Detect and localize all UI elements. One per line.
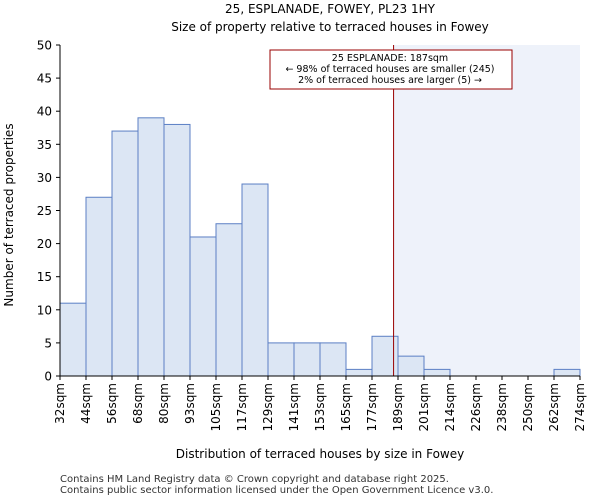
chart-title: 25, ESPLANADE, FOWEY, PL23 1HY <box>225 2 436 16</box>
x-tick-label: 44sqm <box>79 383 93 424</box>
x-tick-label: 165sqm <box>339 383 353 431</box>
histogram-bar <box>215 223 243 377</box>
y-tick-label: 10 <box>37 303 52 317</box>
x-tick-label: 274sqm <box>573 383 587 431</box>
annotation-line-2: ← 98% of terraced houses are smaller (24… <box>285 64 494 75</box>
x-tick-label: 80sqm <box>157 383 171 424</box>
x-tick-label: 250sqm <box>521 383 535 431</box>
histogram-bar <box>371 335 399 377</box>
x-axis-label: Distribution of terraced houses by size … <box>176 447 464 461</box>
y-tick-label: 45 <box>37 72 52 86</box>
larger-region-shading <box>393 45 580 376</box>
y-tick-label: 35 <box>37 138 52 152</box>
y-tick-label: 5 <box>44 336 52 350</box>
histogram-bar <box>189 236 217 377</box>
y-tick-label: 20 <box>37 237 52 251</box>
x-tick-label: 93sqm <box>183 383 197 424</box>
x-tick-label: 201sqm <box>417 383 431 431</box>
annotation-box: 25 ESPLANADE: 187sqm ← 98% of terraced h… <box>269 49 513 90</box>
y-axis-label: Number of terraced properties <box>2 123 16 306</box>
x-tick-label: 214sqm <box>443 383 457 431</box>
histogram-bar <box>163 123 191 377</box>
x-tick-label: 177sqm <box>365 383 379 431</box>
y-tick-label: 25 <box>37 204 52 218</box>
x-tick-label: 32sqm <box>53 383 67 424</box>
histogram-bar <box>85 196 113 377</box>
x-tick-label: 68sqm <box>131 383 145 424</box>
x-tick-label: 226sqm <box>469 383 483 431</box>
histogram-bar <box>293 342 321 377</box>
histogram-bar <box>423 368 451 377</box>
x-tick-label: 238sqm <box>495 383 509 431</box>
y-tick-label: 15 <box>37 270 52 284</box>
x-tick-label: 153sqm <box>313 383 327 431</box>
footer-copyright: Contains HM Land Registry data © Crown c… <box>60 474 449 485</box>
histogram-bar <box>345 368 373 377</box>
histogram-bar <box>397 355 425 377</box>
histogram-bar <box>137 117 165 377</box>
histogram-bar <box>59 302 87 377</box>
footer-licence: Contains public sector information licen… <box>60 485 494 496</box>
annotation-line-3: 2% of terraced houses are larger (5) → <box>298 75 482 86</box>
histogram-bar <box>111 130 139 377</box>
x-tick-label: 262sqm <box>547 383 561 431</box>
x-tick-label: 117sqm <box>235 383 249 431</box>
x-tick-label: 141sqm <box>287 383 301 431</box>
histogram-bar <box>267 342 295 377</box>
y-tick-label: 50 <box>37 39 52 53</box>
y-tick-label: 30 <box>37 171 52 185</box>
x-tick-label: 189sqm <box>391 383 405 431</box>
annotation-line-1: 25 ESPLANADE: 187sqm <box>332 53 448 64</box>
x-tick-label: 129sqm <box>261 383 275 431</box>
chart-subtitle: Size of property relative to terraced ho… <box>171 20 489 34</box>
y-tick-label: 40 <box>37 105 52 119</box>
histogram-bar <box>319 342 347 377</box>
x-tick-label: 105sqm <box>209 383 223 431</box>
histogram-bar <box>553 368 581 377</box>
y-tick-label: 0 <box>44 370 52 384</box>
x-tick-label: 56sqm <box>105 383 119 424</box>
histogram-bar <box>241 183 269 377</box>
